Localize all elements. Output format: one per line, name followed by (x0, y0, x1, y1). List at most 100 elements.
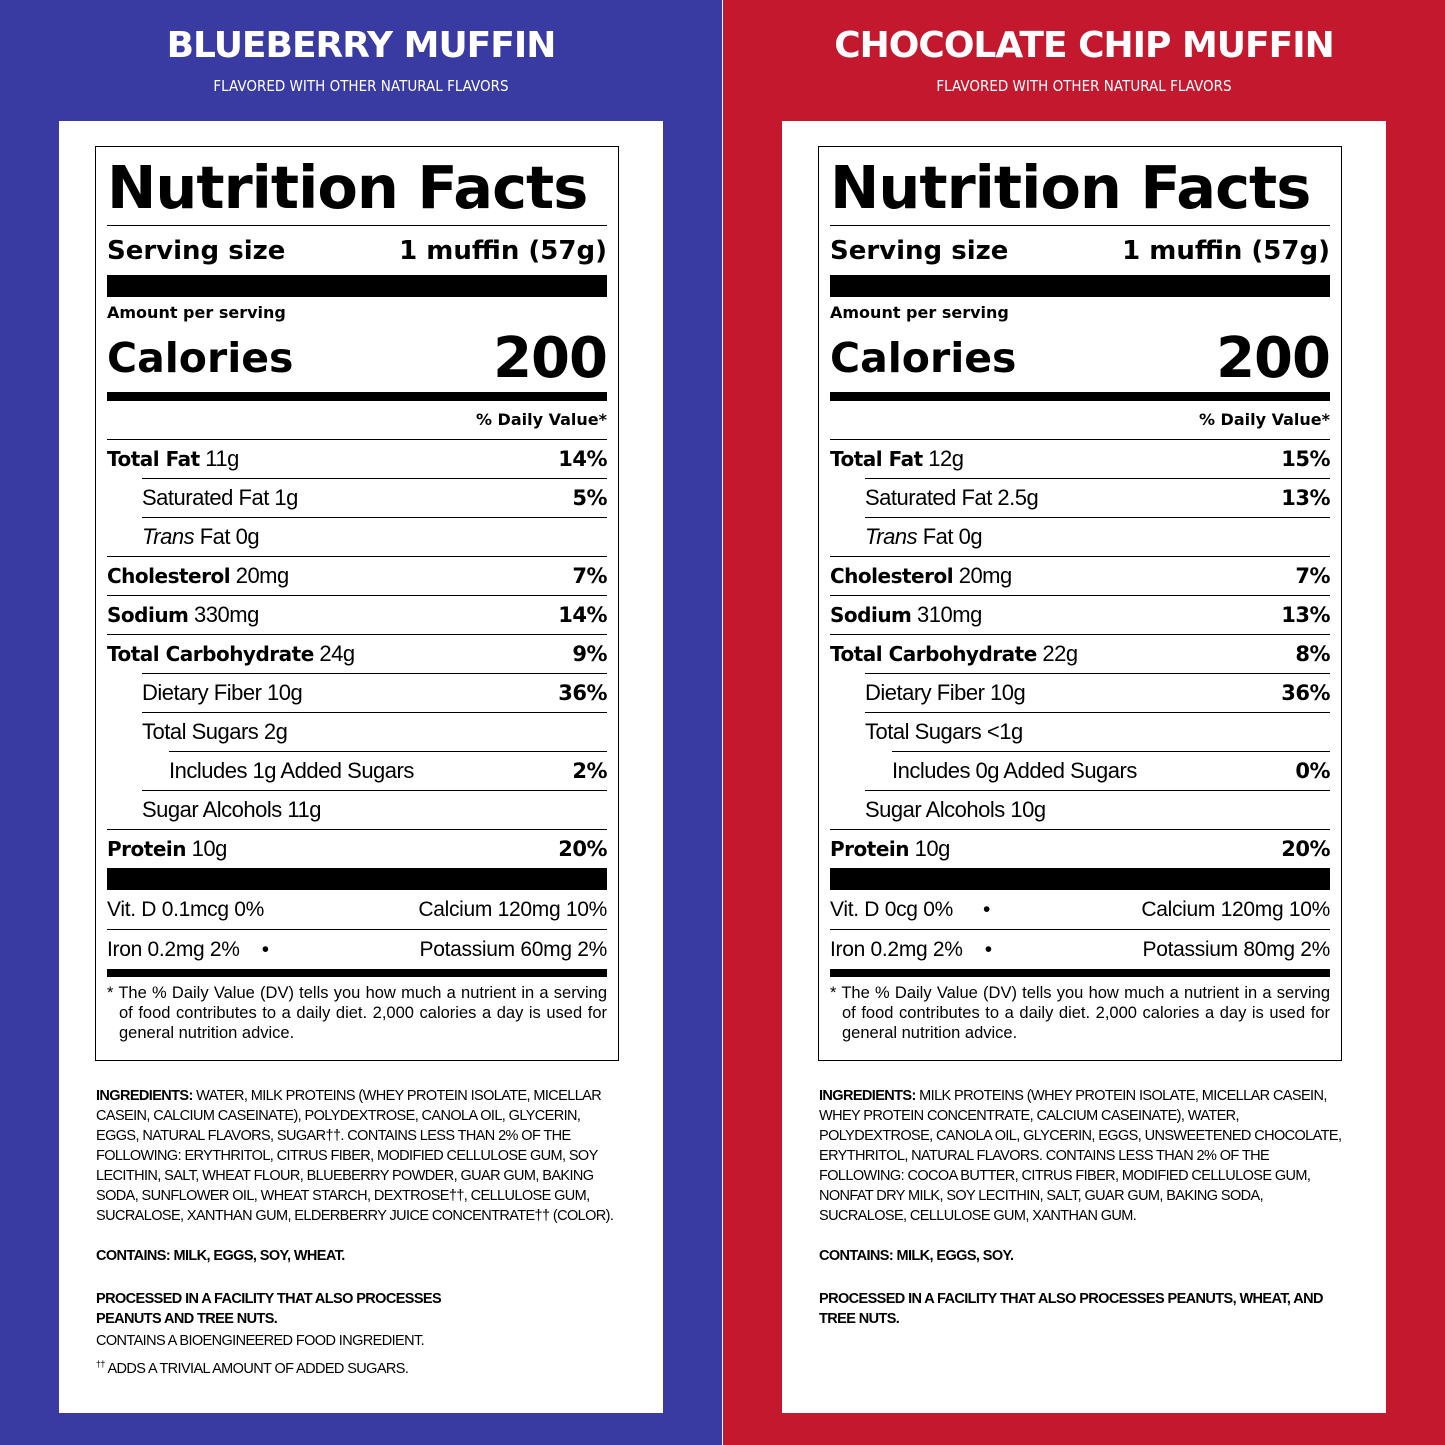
nutrient-amount: 24g (319, 641, 355, 666)
nutrient-row-dietary-fiber: Dietary Fiber 10g 36% (142, 673, 607, 712)
calories-row: Calories 200 (107, 324, 608, 392)
separator-dot: • (261, 937, 269, 961)
amount-per-serving: Amount per serving (830, 303, 1009, 322)
nutrient-row-total-sugars: Total Sugars 2g (142, 712, 607, 751)
calories-label: Calories (830, 334, 1017, 382)
trivial-mark: †† (96, 1359, 105, 1369)
ingredients-text: WATER, MILK PROTEINS (WHEY PROTEIN ISOLA… (96, 1088, 614, 1224)
nutrient-name: Sodium (830, 603, 912, 627)
nutrient-dv: 20% (558, 837, 607, 861)
nutrient-row-saturated-fat: Saturated Fat 1g 5% (142, 478, 607, 517)
flavor-subtitle: FLAVORED WITH OTHER NATURAL FLAVORS (936, 77, 1232, 95)
nutrient-row-sodium: Sodium 310mg 13% (830, 595, 1330, 634)
daily-value-footnote: * The % Daily Value (DV) tells you how m… (830, 984, 1330, 1042)
nutrient-dv: 36% (558, 681, 607, 705)
nutrient-row-sugar-alcohols: Sugar Alcohols 11g (142, 790, 607, 829)
facility-statement: PROCESSED IN A FACILITY THAT ALSO PROCES… (819, 1291, 1323, 1327)
potassium: Potassium 60mg 2% (419, 937, 608, 961)
nutrient-name: Fat 0g (199, 524, 260, 549)
nutrient-row-trans-fat: Trans Fat 0g (142, 517, 607, 556)
nutrient-row-protein: Protein 10g 20% (830, 829, 1330, 868)
calories-value: 200 (1216, 325, 1331, 391)
nutrient-name: Total Sugars <1g (865, 719, 1023, 744)
nutrient-name: Saturated Fat 2.5g (865, 485, 1039, 510)
nutrient-name: Fat 0g (922, 524, 983, 549)
iron: Iron 0.2mg 2% (107, 937, 240, 961)
bioengineered-statement: CONTAINS A BIOENGINEERED FOOD INGREDIENT… (96, 1333, 425, 1349)
nutrient-amount: 10g (914, 836, 951, 861)
nutrient-row-added-sugars: Includes 1g Added Sugars 2% (169, 751, 607, 790)
nutrient-name: Total Fat (107, 447, 200, 471)
separator-dot: • (982, 897, 991, 921)
nutrient-name: Includes 1g Added Sugars (169, 758, 414, 783)
nutrient-name-italic: Trans (142, 524, 195, 549)
nutrient-row-saturated-fat: Saturated Fat 2.5g 13% (865, 478, 1330, 517)
nutrient-row-total-carbohydrate: Total Carbohydrate 22g 8% (830, 634, 1330, 673)
daily-value-header: % Daily Value* (1198, 410, 1330, 429)
nutrient-name: Total Carbohydrate (830, 642, 1037, 666)
nutrient-amount: 10g (191, 836, 228, 861)
vitamin-row-1: Vit. D 0cg 0% • Calcium 120mg 10% (830, 890, 1330, 929)
nutrient-row-total-fat: Total Fat 12g 15% (830, 439, 1330, 478)
nutrient-name: Sugar Alcohols 11g (142, 797, 321, 822)
nutrient-dv: 2% (572, 759, 607, 783)
ingredients-label: INGREDIENTS: (819, 1088, 916, 1104)
ingredients: INGREDIENTS: WATER, MILK PROTEINS (WHEY … (96, 1086, 621, 1379)
nutrient-dv: 7% (1295, 564, 1330, 588)
nutrient-name: Sodium (107, 603, 189, 627)
nutrition-facts-title: Nutrition Facts (107, 153, 588, 222)
nutrient-row-total-fat: Total Fat 11g 14% (107, 439, 607, 478)
nutrient-dv: 14% (558, 603, 607, 627)
nutrition-facts-title: Nutrition Facts (830, 153, 1311, 222)
calories-value: 200 (493, 325, 608, 391)
nutrient-row-dietary-fiber: Dietary Fiber 10g 36% (865, 673, 1330, 712)
nutrient-amount: 11g (205, 446, 239, 471)
nutrient-dv: 13% (1281, 486, 1330, 510)
nutrient-dv: 20% (1281, 837, 1330, 861)
nutrient-row-trans-fat: Trans Fat 0g (865, 517, 1330, 556)
nutrient-name: Total Fat (830, 447, 923, 471)
flavor-title: BLUEBERRY MUFFIN (166, 25, 557, 66)
daily-value-header: % Daily Value* (475, 410, 607, 429)
nutrition-facts-label: Nutrition Facts Serving size 1 muffin (5… (818, 146, 1342, 1061)
serving-size-value: 1 muffin (57g) (1122, 235, 1330, 266)
serving-size-label: Serving size (107, 235, 286, 266)
panel-blueberry: BLUEBERRY MUFFIN FLAVORED WITH OTHER NAT… (0, 0, 722, 1445)
calcium: Calcium 120mg 10% (1141, 897, 1330, 921)
nutrient-name: Saturated Fat 1g (142, 485, 298, 510)
nutrient-dv: 7% (572, 564, 607, 588)
vitamin-d: Vit. D 0cg 0% (830, 897, 953, 921)
nutrient-name: Includes 0g Added Sugars (892, 758, 1137, 783)
serving-size-label: Serving size (830, 235, 1009, 266)
nutrient-dv: 0% (1295, 759, 1330, 783)
vitamin-row-2: Iron 0.2mg 2% • Potassium 80mg 2% (830, 930, 1330, 969)
label-card: Nutrition Facts Serving size 1 muffin (5… (59, 121, 663, 1413)
nutrient-name-italic: Trans (865, 524, 918, 549)
iron: Iron 0.2mg 2% (830, 937, 963, 961)
nutrient-dv: 8% (1295, 642, 1330, 666)
panel-chocolate-chip: CHOCOLATE CHIP MUFFIN FLAVORED WITH OTHE… (723, 0, 1445, 1445)
nutrient-row-cholesterol: Cholesterol 20mg 7% (107, 556, 607, 595)
separator-dot: • (984, 937, 992, 961)
nutrient-name: Cholesterol (107, 564, 231, 588)
potassium: Potassium 80mg 2% (1142, 937, 1331, 961)
calcium: Calcium 120mg 10% (418, 897, 607, 921)
nutrient-amount: 22g (1042, 641, 1078, 666)
serving-size-row: Serving size 1 muffin (57g) (830, 226, 1330, 275)
nutrient-row-sugar-alcohols: Sugar Alcohols 10g (865, 790, 1330, 829)
nutrient-row-cholesterol: Cholesterol 20mg 7% (830, 556, 1330, 595)
nutrient-amount: 330mg (194, 602, 259, 627)
calories-label: Calories (107, 334, 294, 382)
label-card: Nutrition Facts Serving size 1 muffin (5… (782, 121, 1386, 1413)
contains-allergens: CONTAINS: MILK, EGGS, SOY. (819, 1248, 1014, 1264)
nutrient-dv: 14% (558, 447, 607, 471)
ingredients: INGREDIENTS: MILK PROTEINS (WHEY PROTEIN… (819, 1086, 1347, 1329)
nutrient-row-total-carbohydrate: Total Carbohydrate 24g 9% (107, 634, 607, 673)
flavor-title: CHOCOLATE CHIP MUFFIN (834, 25, 1335, 66)
nutrient-amount: 20mg (958, 563, 1013, 588)
vitamin-d: Vit. D 0.1mcg 0% (107, 897, 265, 921)
nutrient-name: Total Carbohydrate (107, 642, 314, 666)
trivial-statement: ADDS A TRIVIAL AMOUNT OF ADDED SUGARS. (107, 1360, 409, 1377)
nutrient-name: Dietary Fiber 10g (865, 680, 1026, 705)
ingredients-label: INGREDIENTS: (96, 1088, 193, 1104)
